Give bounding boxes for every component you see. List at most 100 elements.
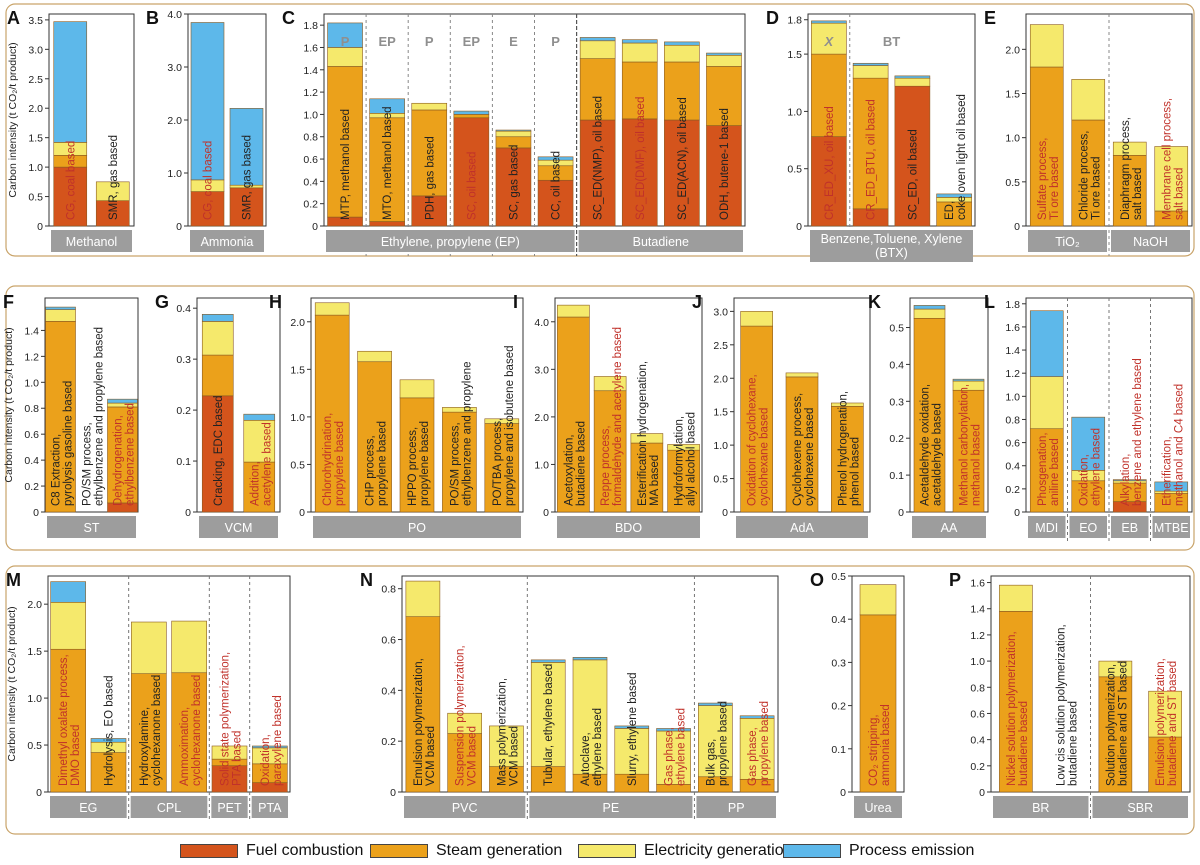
bar-segment-proc: [50, 581, 86, 603]
bar-top-annotation: P: [551, 34, 560, 49]
bar-label-line: cyclohexanone based: [191, 675, 203, 786]
bar-label-line: Autoclave,: [580, 732, 592, 786]
y-tick-label: 1.4: [303, 65, 318, 77]
category-box: [51, 230, 132, 252]
bar-segment-elec: [489, 725, 524, 767]
panel-M: M 0 0.5 1.0 1.5 2.0 Carbon intensity (t CO₂/t …: [6, 570, 291, 822]
bar-label: Diaphragm process,salt based: [1120, 117, 1144, 220]
y-tick-label: 1.0: [167, 168, 182, 180]
bar-label-line: VCM based: [425, 726, 437, 786]
bar-segment-elec: [630, 433, 664, 444]
y-tick-label: 1.0: [713, 440, 728, 452]
bar-label-line: propylene based: [377, 421, 389, 506]
bar-label: Alkylation,benzene and ethylene based: [1120, 358, 1144, 506]
bar-segment-fuel: [495, 147, 532, 227]
bar-segment-proc: [453, 110, 490, 115]
panel-axes: [909, 297, 989, 513]
bar-label: CC, oil based: [551, 151, 563, 220]
y-tick-label: 0: [796, 221, 802, 233]
category-label: PP: [728, 801, 745, 815]
y-tick-label: 1.0: [28, 162, 43, 174]
bar-label-line: Diaphragm process,: [1120, 117, 1132, 220]
bar-segment-proc: [952, 378, 985, 382]
bar-label-line: Phosgenation,: [1037, 432, 1049, 506]
bar-segment-proc: [201, 314, 234, 322]
legend-swatch: [783, 844, 841, 858]
panel-letter: N: [360, 570, 373, 590]
y-axis-label: Carbon intensity (t CO₂/t product): [3, 327, 15, 482]
panel-letter: P: [949, 570, 961, 590]
bar-label-line: methanol and C4 based: [1173, 384, 1185, 506]
bar-segment-steam: [579, 58, 616, 121]
panel-letter: L: [984, 292, 995, 312]
bar-label: SC_ED(ACN), oil based: [677, 97, 689, 220]
bar-label-line: Acetoxylation,: [563, 434, 575, 506]
y-tick-label: 0.1: [176, 456, 191, 468]
bar-label-line: Emulsion polymerization,: [1155, 658, 1167, 786]
bar-label-line: butadiene based: [1068, 701, 1080, 786]
category-box: [529, 796, 693, 818]
bar-segment-elec: [999, 584, 1033, 612]
y-tick-label: 0.3: [889, 396, 904, 408]
y-tick-label: 2.0: [290, 317, 305, 329]
bar-label-line: Hydroformylation,: [674, 416, 686, 506]
bar-label-line: propylene based: [334, 421, 346, 506]
category-label: AA: [941, 521, 958, 535]
bar-segment-steam: [706, 66, 742, 126]
panel-I: I 0 1.0 2.0 3.0 4.0 Acetoxylation,butadiene ba…: [513, 292, 703, 538]
y-tick-label: 0.4: [831, 614, 846, 626]
bar-segment-proc: [1029, 310, 1064, 377]
bar-label: Methanol carbonylation,methanol based: [959, 384, 983, 506]
y-tick-label: 0.8: [24, 403, 39, 415]
bar-label-line: Esterification hydrogenation,: [637, 361, 649, 506]
bar-label-line: propylene based: [717, 701, 729, 786]
bar-label: C8 Extraction,pyrolysis gasoline based: [51, 381, 75, 506]
category-box: [1111, 230, 1190, 252]
legend-label: Electricity generation: [644, 842, 793, 859]
bar-label-line: Phenol hydrogenation,: [837, 391, 849, 506]
category-label: PVC: [452, 801, 478, 815]
bar-segment-elec: [859, 584, 897, 616]
group-top-annotation: BT: [883, 34, 900, 49]
bar-segment-steam: [201, 354, 234, 397]
bar-segment-elec: [405, 580, 441, 617]
bar-label-line: cyclohexanone based: [151, 675, 163, 786]
bar-segment-fuel: [53, 166, 88, 227]
bar-segment-steam: [1098, 676, 1133, 793]
bar-label-line: Addition,: [249, 461, 261, 506]
bar-label-line: ethylene based: [592, 708, 604, 786]
bar-label: Emulsion polymerization,VCM based: [413, 658, 437, 786]
bar-label: Membrane cell process,salt based: [1161, 98, 1185, 220]
category-box: [854, 796, 902, 818]
bar-label-line: PTA based: [232, 731, 244, 786]
bar-segment-proc: [369, 98, 405, 114]
bar-top-annotation: P: [341, 34, 350, 49]
y-tick-label: 0: [312, 221, 318, 233]
category-box: [736, 516, 868, 538]
y-tick-label: 2.0: [534, 412, 549, 424]
bar-label-line: Oxidation,: [260, 734, 272, 786]
bar-label: Ammoximation,cyclohexanone based: [179, 675, 203, 786]
bar-label-line: Emulsion polymerization,: [413, 658, 425, 786]
bar-label-line: Ti ore based: [1049, 157, 1061, 221]
bar-segment-elec: [621, 42, 658, 63]
bar-label-line: Low cis solution polymerization,: [1056, 624, 1068, 786]
bar-label: MTP, methanol based: [340, 109, 352, 220]
bar-segment-proc: [327, 22, 363, 48]
category-label: SBR: [1127, 801, 1153, 815]
category-box: [251, 796, 288, 818]
y-tick-label: 0.4: [303, 176, 318, 188]
y-tick-label: 0.6: [970, 708, 985, 720]
bar-label: Addition,acetylene based: [249, 422, 273, 506]
bar-label-line: propylene and isobutene based: [504, 346, 516, 507]
bar-segment-proc: [90, 738, 127, 743]
panel-letter: I: [513, 292, 518, 312]
category-label: TiO₂: [1055, 235, 1080, 249]
y-tick-label: 0.8: [303, 132, 318, 144]
bar-segment-fuel: [190, 191, 225, 227]
bar-segment-fuel: [894, 85, 931, 227]
y-tick-label: 0: [36, 787, 42, 799]
bar-label: PO/SM process,ethylbenzene and propylene: [449, 361, 473, 506]
category-label: Methanol: [66, 235, 117, 249]
legend-label: Process emission: [849, 842, 975, 859]
